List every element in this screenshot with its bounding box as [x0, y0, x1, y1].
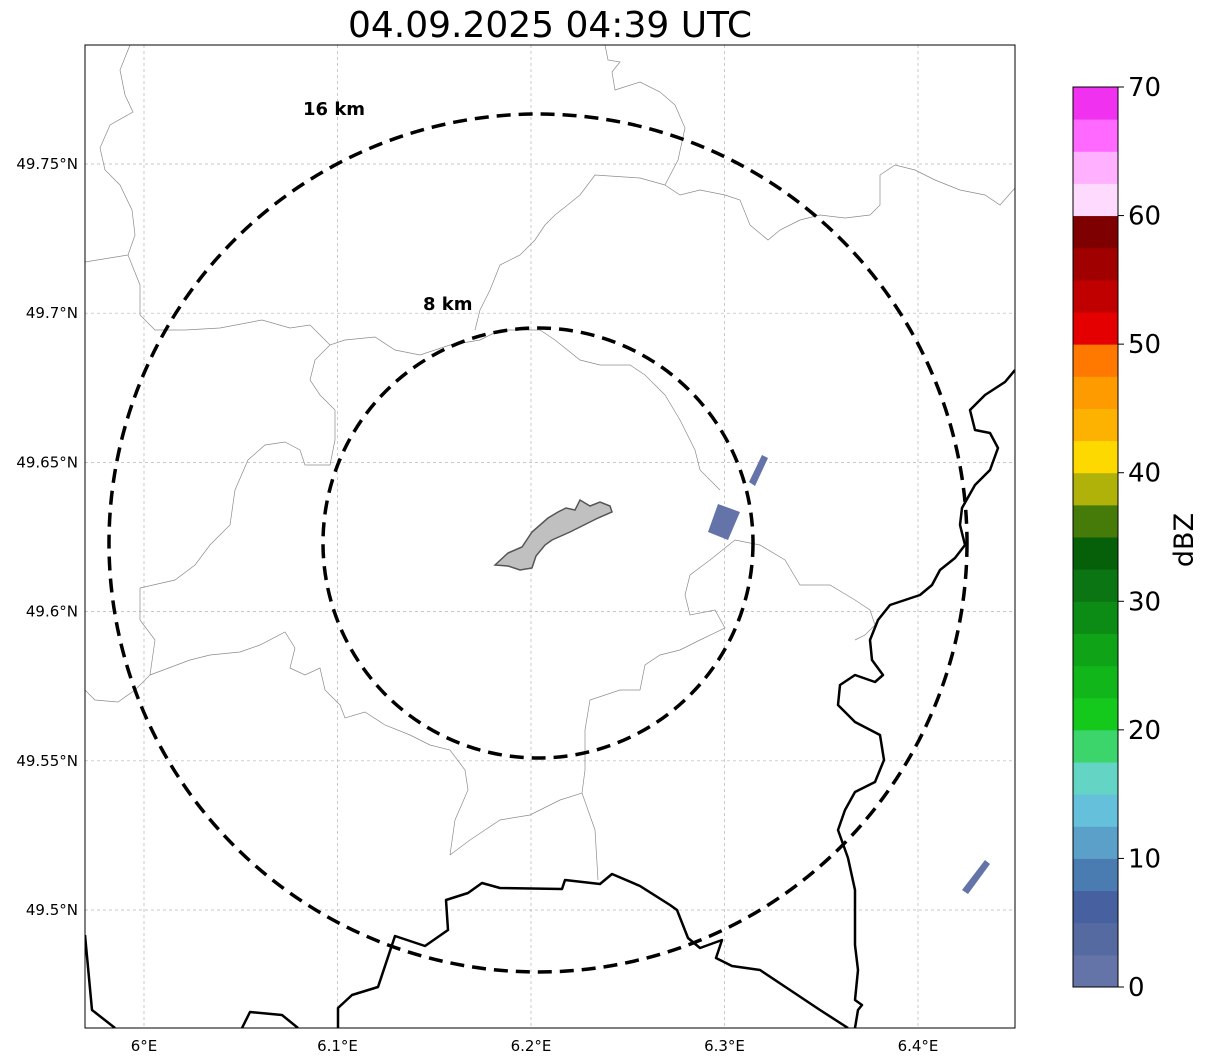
colorbar-swatch — [1073, 890, 1118, 924]
colorbar-swatch — [1073, 440, 1118, 474]
colorbar-swatch — [1073, 151, 1118, 184]
colorbar-swatch — [1073, 472, 1118, 506]
radar-echo — [749, 455, 768, 486]
colorbar-swatch — [1073, 183, 1118, 217]
latitude-tick-labels: 49.75°N 49.7°N 49.65°N 49.6°N 49.55°N 49.5°N — [16, 155, 78, 919]
lon-tick-label: 6.2°E — [511, 1037, 552, 1055]
colorbar-swatch — [1073, 408, 1118, 442]
range-rings — [107, 112, 969, 974]
colorbar-swatch — [1073, 762, 1118, 795]
lon-tick-label: 6.1°E — [317, 1037, 358, 1055]
colorbar-swatch — [1073, 312, 1118, 345]
colorbar-swatch — [1073, 858, 1118, 892]
colorbar-swatch — [1073, 537, 1118, 570]
radar-echo — [708, 504, 740, 540]
colorbar-tick-label: 10 — [1128, 844, 1161, 874]
colorbar-tick-label: 50 — [1128, 330, 1161, 360]
colorbar-swatches — [1073, 87, 1118, 988]
colorbar-swatch — [1073, 665, 1118, 699]
longitude-tick-labels: 6°E 6.1°E 6.2°E 6.3°E 6.4°E — [131, 1037, 939, 1055]
colorbar-swatch — [1073, 697, 1118, 731]
colorbar-swatch — [1073, 247, 1118, 281]
lat-tick-label: 49.6°N — [26, 603, 78, 621]
colorbar-swatch — [1073, 922, 1118, 956]
colorbar: 0 10 20 30 40 50 60 70 dBZ — [1072, 73, 1200, 1003]
colorbar-swatch — [1073, 826, 1118, 859]
colorbar-swatch — [1073, 954, 1118, 988]
colorbar-swatch — [1073, 344, 1118, 377]
colorbar-swatch — [1073, 376, 1118, 409]
gridlines — [85, 45, 1015, 1028]
map-title: 04.09.2025 04:39 UTC — [347, 5, 753, 46]
colorbar-swatch — [1073, 87, 1118, 120]
colorbar-swatch — [1073, 569, 1118, 602]
colorbar-tick-label: 70 — [1128, 73, 1161, 103]
range-ring-label-8km: 8 km — [423, 294, 473, 315]
lat-tick-label: 49.5°N — [26, 901, 78, 919]
colorbar-swatch — [1073, 504, 1118, 538]
colorbar-tick-label: 30 — [1128, 587, 1161, 617]
radar-echo — [962, 860, 990, 894]
lon-tick-label: 6.3°E — [704, 1037, 745, 1055]
colorbar-swatch — [1073, 279, 1118, 313]
national-borders — [85, 369, 1015, 1028]
colorbar-swatch — [1073, 729, 1118, 763]
lat-tick-label: 49.55°N — [16, 752, 78, 770]
range-ring-16km — [107, 112, 969, 974]
colorbar-title: dBZ — [1169, 513, 1200, 567]
lon-tick-label: 6°E — [131, 1037, 158, 1055]
range-ring-8km — [321, 326, 755, 760]
colorbar-swatch — [1073, 119, 1118, 152]
colorbar-swatch — [1073, 794, 1118, 827]
radar-echoes — [708, 455, 990, 894]
colorbar-tick-label: 60 — [1128, 202, 1161, 232]
colorbar-tick-label: 40 — [1128, 459, 1161, 489]
range-ring-label-16km: 16 km — [303, 99, 365, 120]
colorbar-ticks: 0 10 20 30 40 50 60 70 — [1118, 73, 1161, 1003]
colorbar-swatch — [1073, 215, 1118, 249]
lat-tick-label: 49.7°N — [26, 304, 78, 322]
colorbar-swatch — [1073, 633, 1118, 667]
lon-tick-label: 6.4°E — [898, 1037, 939, 1055]
colorbar-swatch — [1073, 601, 1118, 634]
colorbar-tick-label: 0 — [1128, 973, 1145, 1003]
lat-tick-label: 49.65°N — [16, 453, 78, 471]
admin-boundaries — [85, 45, 1015, 881]
colorbar-tick-label: 20 — [1128, 716, 1161, 746]
lat-tick-label: 49.75°N — [16, 155, 78, 173]
map-frame[interactable]: 16 km 8 km — [84, 44, 1016, 1029]
lake — [493, 498, 613, 571]
